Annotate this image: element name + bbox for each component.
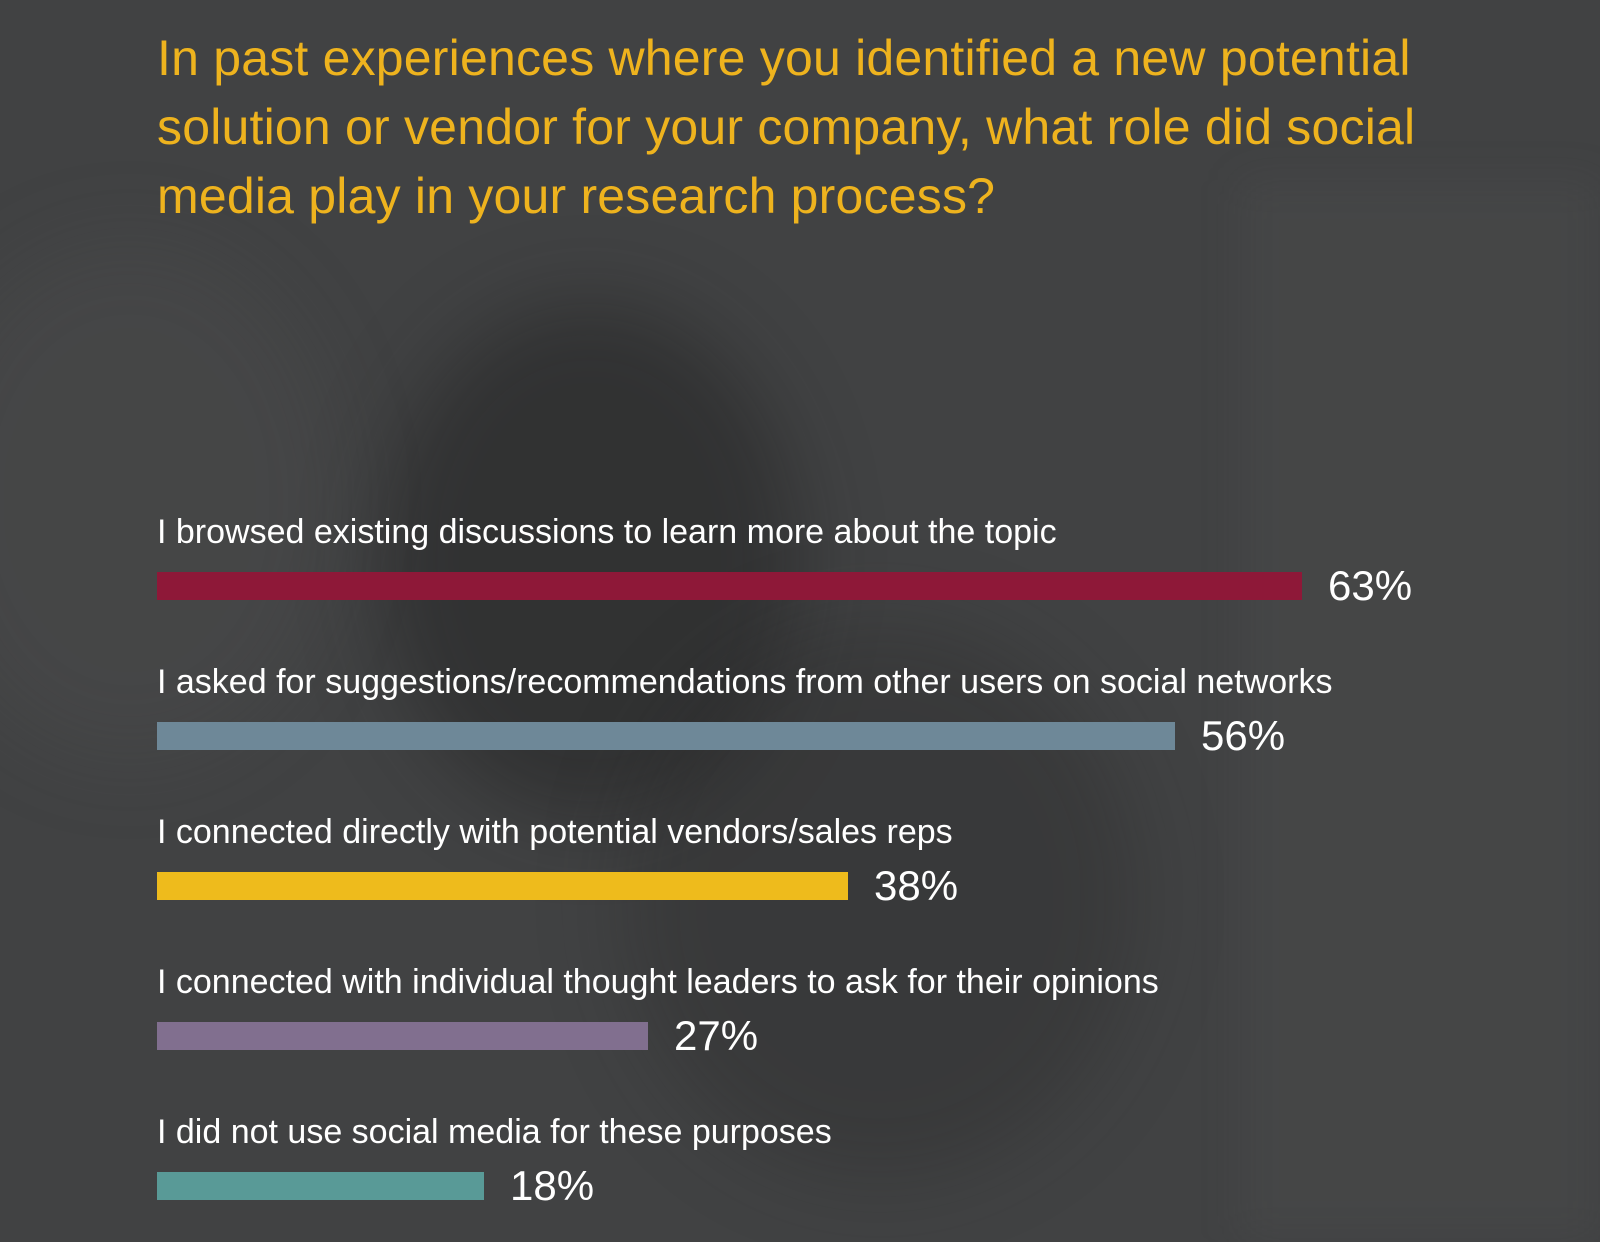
- bar: [157, 1022, 648, 1050]
- value-label: 56%: [1201, 712, 1286, 759]
- bar: [157, 722, 1175, 750]
- bar: [157, 1172, 484, 1200]
- category-label: I asked for suggestions/recommendations …: [157, 663, 1333, 701]
- category-label: I browsed existing discussions to learn …: [157, 513, 1057, 551]
- category-label: I connected with individual thought lead…: [157, 963, 1159, 1001]
- value-label: 27%: [674, 1012, 759, 1059]
- value-label: 18%: [510, 1162, 595, 1209]
- bar: [157, 572, 1302, 600]
- chart-title: In past experiences where you identified…: [157, 30, 1416, 224]
- background-panel: [1240, 180, 1600, 1240]
- category-label: I connected directly with potential vend…: [157, 813, 953, 851]
- bar: [157, 872, 848, 900]
- category-label: I did not use social media for these pur…: [157, 1113, 832, 1151]
- value-label: 63%: [1328, 562, 1413, 609]
- value-label: 38%: [874, 862, 959, 909]
